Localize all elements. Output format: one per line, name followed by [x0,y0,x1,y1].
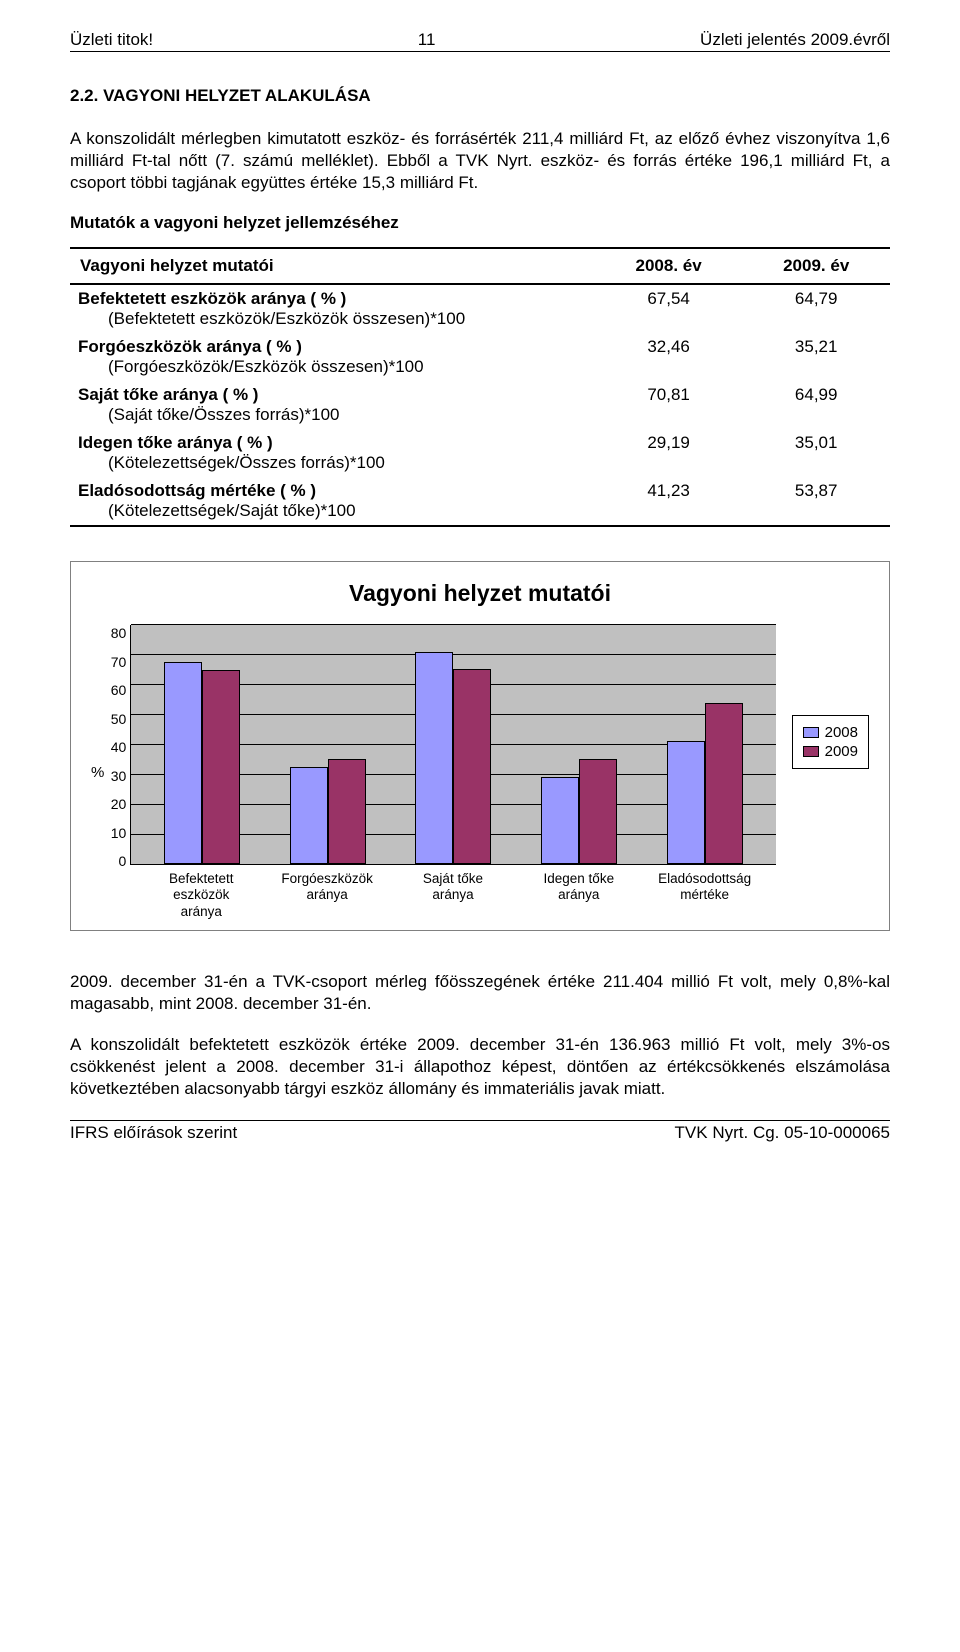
table-row: Eladósodottság mértéke ( % )(Kötelezetts… [70,477,890,526]
row-sublabel: (Saját tőke/Összes forrás)*100 [78,405,585,425]
x-tick-label: Saját tőke aránya [405,871,500,920]
table-cell-2009: 35,21 [742,333,890,381]
table-cell-2009: 64,79 [742,284,890,333]
paragraph-assets: A konszolidált befektetett eszközök érté… [70,1034,890,1099]
x-tick-label: Forgóeszközök aránya [280,871,375,920]
footer-left: IFRS előírások szerint [70,1123,237,1143]
y-tick-label: 40 [106,739,126,755]
subheading-indicators: Mutatók a vagyoni helyzet jellemzéséhez [70,213,890,233]
bar-2008 [541,777,579,865]
table-header-label: Vagyoni helyzet mutatói [70,248,595,284]
legend-item-2008: 2008 [803,724,858,741]
paragraph-balance: 2009. december 31-én a TVK-csoport mérle… [70,971,890,1015]
y-tick-label: 30 [106,768,126,784]
x-axis-labels: Befektetett eszközök aránya Forgóeszközök… [130,871,775,920]
bar-group [541,759,617,864]
legend-label-2009: 2009 [825,743,858,760]
table-cell-2009: 64,99 [742,381,890,429]
chart-plot-area [130,625,775,865]
page-footer: IFRS előírások szerint TVK Nyrt. Cg. 05-… [70,1120,890,1143]
table-cell-label: Befektetett eszközök aránya ( % )(Befekt… [70,284,595,333]
table-cell-2008: 32,46 [595,333,743,381]
bar-group [290,759,366,865]
table-row: Forgóeszközök aránya ( % )(Forgóeszközök… [70,333,890,381]
table-row: Saját tőke aránya ( % )(Saját tőke/Össze… [70,381,890,429]
y-axis-label: % [91,625,106,920]
section-title: 2.2. VAGYONI HELYZET ALAKULÁSA [70,86,890,106]
bar-2009 [705,703,743,865]
row-sublabel: (Befektetett eszközök/Eszközök összesen)… [78,309,585,329]
page: Üzleti titok! 11 Üzleti jelentés 2009.év… [0,0,960,1171]
row-label: Idegen tőke aránya ( % ) [78,433,585,453]
row-label: Forgóeszközök aránya ( % ) [78,337,585,357]
chart-container: Vagyoni helyzet mutatói % 80 70 60 50 40 30 20… [70,561,890,931]
plot-wrap: Befektetett eszközök aránya Forgóeszközök… [130,625,775,920]
table-cell-label: Saját tőke aránya ( % )(Saját tőke/Össze… [70,381,595,429]
header-page-number: 11 [418,30,436,50]
row-sublabel: (Kötelezettségek/Összes forrás)*100 [78,453,585,473]
bar-2008 [667,741,705,865]
bar-2008 [290,767,328,864]
y-tick-label: 70 [106,654,126,670]
row-label: Saját tőke aránya ( % ) [78,385,585,405]
chart-body: % 80 70 60 50 40 30 20 10 0 Befektetett eszközök… [91,625,869,920]
bar-2009 [453,669,491,864]
x-tick-label: Eladósodottság mértéke [657,871,752,920]
table-cell-2009: 53,87 [742,477,890,526]
table-cell-2008: 29,19 [595,429,743,477]
indicators-table: Vagyoni helyzet mutatói 2008. év 2009. é… [70,247,890,527]
row-label: Eladósodottság mértéke ( % ) [78,481,585,501]
bar-2008 [415,652,453,864]
chart-main: % 80 70 60 50 40 30 20 10 0 Befektetett eszközök… [91,625,776,920]
chart-title: Vagyoni helyzet mutatói [91,580,869,607]
table-cell-label: Forgóeszközök aránya ( % )(Forgóeszközök… [70,333,595,381]
y-axis-ticks: 80 70 60 50 40 30 20 10 0 [106,625,130,869]
y-tick-label: 0 [106,853,126,869]
page-header: Üzleti titok! 11 Üzleti jelentés 2009.év… [70,30,890,52]
table-header-2008: 2008. év [595,248,743,284]
table-row: Idegen tőke aránya ( % )(Kötelezettségek… [70,429,890,477]
bar-2008 [164,662,202,865]
bar-2009 [579,759,617,864]
bar-group [667,703,743,865]
row-label: Befektetett eszközök aránya ( % ) [78,289,585,309]
bar-2009 [328,759,366,865]
table-header-row: Vagyoni helyzet mutatói 2008. év 2009. é… [70,248,890,284]
table-cell-2008: 70,81 [595,381,743,429]
legend-label-2008: 2008 [825,724,858,741]
table-header-2009: 2009. év [742,248,890,284]
bar-2009 [202,670,240,864]
y-tick-label: 50 [106,711,126,727]
row-sublabel: (Kötelezettségek/Saját tőke)*100 [78,501,585,521]
table-row: Befektetett eszközök aránya ( % )(Befekt… [70,284,890,333]
x-tick-label: Befektetett eszközök aránya [154,871,249,920]
y-tick-label: 20 [106,796,126,812]
bar-group [164,662,240,865]
bars-container [131,625,775,864]
footer-right: TVK Nyrt. Cg. 05-10-000065 [675,1123,890,1143]
header-right: Üzleti jelentés 2009.évről [700,30,890,50]
chart-legend: 2008 2009 [792,715,869,769]
row-sublabel: (Forgóeszközök/Eszközök összesen)*100 [78,357,585,377]
legend-swatch-2008 [803,727,819,738]
table-cell-2008: 41,23 [595,477,743,526]
table-cell-label: Eladósodottság mértéke ( % )(Kötelezetts… [70,477,595,526]
table-cell-2008: 67,54 [595,284,743,333]
y-tick-label: 80 [106,625,126,641]
table-cell-label: Idegen tőke aránya ( % )(Kötelezettségek… [70,429,595,477]
y-tick-label: 10 [106,825,126,841]
paragraph-intro: A konszolidált mérlegben kimutatott eszk… [70,128,890,193]
legend-item-2009: 2009 [803,743,858,760]
header-left: Üzleti titok! [70,30,153,50]
legend-swatch-2009 [803,746,819,757]
x-tick-label: Idegen tőke aránya [531,871,626,920]
bar-group [415,652,491,864]
table-cell-2009: 35,01 [742,429,890,477]
y-tick-label: 60 [106,682,126,698]
